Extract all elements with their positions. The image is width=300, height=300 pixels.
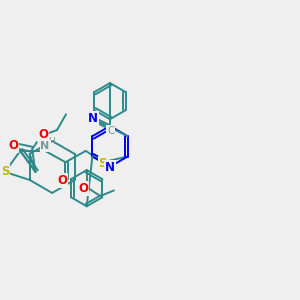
Text: S: S [98, 157, 107, 170]
Text: H: H [49, 137, 55, 146]
Text: O: O [8, 140, 18, 152]
Text: N: N [88, 112, 98, 124]
Text: N: N [40, 141, 50, 152]
Text: O: O [38, 128, 48, 141]
Text: C: C [107, 125, 114, 136]
Text: O: O [57, 174, 67, 187]
Text: N: N [105, 161, 115, 174]
Text: S: S [1, 165, 9, 178]
Text: O: O [78, 182, 88, 195]
